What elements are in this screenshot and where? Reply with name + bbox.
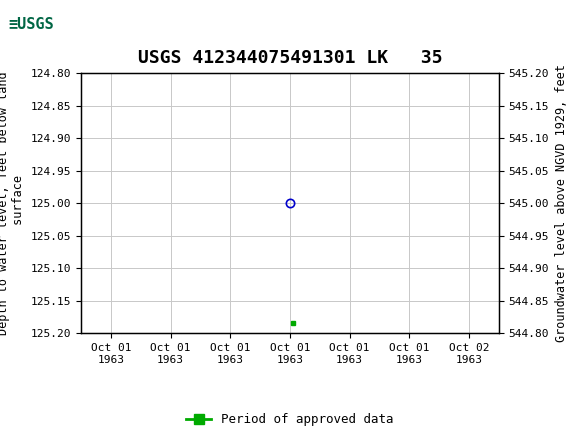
Text: ≡USGS: ≡USGS [9, 17, 55, 32]
Legend: Period of approved data: Period of approved data [182, 408, 399, 430]
Y-axis label: Groundwater level above NGVD 1929, feet: Groundwater level above NGVD 1929, feet [554, 64, 568, 342]
FancyBboxPatch shape [6, 4, 81, 46]
Y-axis label: Depth to water level, feet below land
 surface: Depth to water level, feet below land su… [0, 71, 26, 335]
Text: USGS 412344075491301 LK   35: USGS 412344075491301 LK 35 [138, 49, 442, 67]
